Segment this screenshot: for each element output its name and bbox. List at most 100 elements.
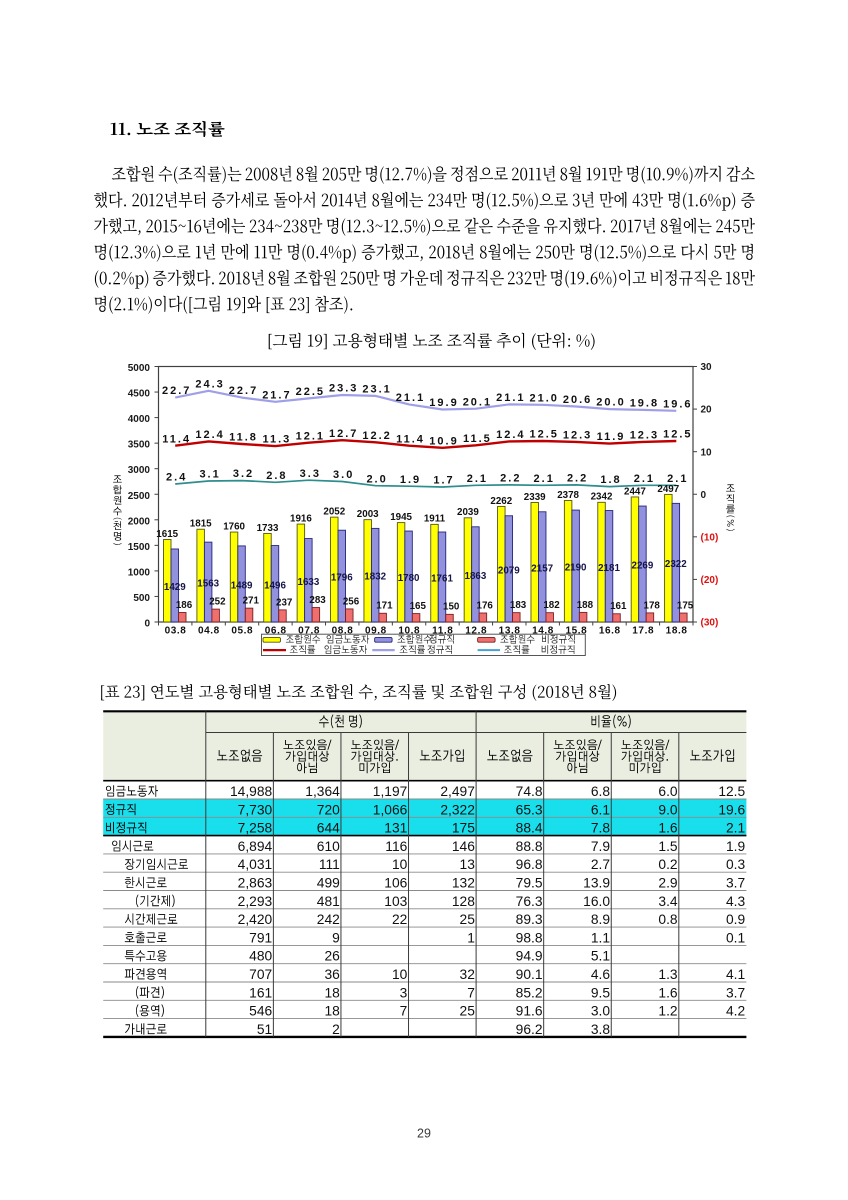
svg-text:9.5: 9.5 [591, 985, 611, 1000]
svg-text:256: 256 [343, 596, 360, 607]
svg-text:10: 10 [701, 447, 713, 458]
svg-text:1.5: 1.5 [658, 839, 678, 854]
svg-text:18: 18 [324, 985, 340, 1000]
svg-text:2003: 2003 [357, 509, 379, 520]
svg-text:2052: 2052 [323, 507, 345, 518]
svg-text:65.3: 65.3 [516, 802, 543, 817]
svg-text:22: 22 [392, 912, 407, 927]
svg-text:(20): (20) [701, 575, 719, 586]
svg-text:0.8: 0.8 [658, 912, 678, 927]
svg-text:499: 499 [317, 876, 340, 891]
svg-text:2262: 2262 [490, 496, 512, 507]
svg-text:720: 720 [317, 802, 340, 817]
svg-text:3.2: 3.2 [233, 468, 254, 480]
svg-text:2.1: 2.1 [726, 821, 745, 836]
svg-text:2447: 2447 [624, 486, 646, 497]
svg-text:161: 161 [610, 601, 627, 612]
svg-text:5000: 5000 [128, 363, 151, 374]
svg-text:2378: 2378 [557, 490, 579, 501]
svg-text:30: 30 [701, 362, 713, 373]
svg-text:2.9: 2.9 [658, 876, 678, 891]
svg-text:12.5: 12.5 [663, 429, 692, 441]
svg-text:2497: 2497 [657, 484, 679, 495]
svg-text:88.8: 88.8 [516, 839, 543, 854]
svg-text:14.8: 14.8 [532, 626, 554, 637]
svg-text:7.9: 7.9 [591, 839, 611, 854]
svg-text:2269: 2269 [632, 561, 654, 572]
svg-text:1916: 1916 [290, 514, 312, 525]
svg-text:2.2: 2.2 [500, 473, 521, 485]
svg-text:21.1: 21.1 [396, 392, 425, 404]
svg-text:0.3: 0.3 [726, 857, 746, 872]
svg-text:12.5: 12.5 [718, 784, 745, 799]
svg-text:11.5: 11.5 [463, 433, 492, 445]
svg-text:13.9: 13.9 [583, 876, 610, 891]
svg-text:2079: 2079 [498, 565, 520, 576]
svg-text:2.2: 2.2 [567, 473, 588, 485]
svg-text:2: 2 [332, 1022, 340, 1037]
svg-text:2.0: 2.0 [366, 473, 387, 485]
svg-text:1500: 1500 [128, 542, 151, 553]
svg-text:1832: 1832 [364, 572, 386, 583]
svg-text:2.1: 2.1 [634, 473, 655, 485]
svg-text:4,031: 4,031 [238, 857, 273, 872]
svg-text:1760: 1760 [223, 522, 245, 533]
svg-text:09.8: 09.8 [365, 626, 387, 637]
svg-text:610: 610 [317, 839, 340, 854]
svg-text:1633: 1633 [298, 577, 320, 588]
svg-text:11.3: 11.3 [262, 434, 291, 446]
svg-text:22.5: 22.5 [296, 386, 325, 398]
svg-text:2181: 2181 [598, 563, 620, 574]
svg-text:0.9: 0.9 [726, 912, 746, 927]
svg-text:150: 150 [443, 602, 460, 613]
svg-text:175: 175 [452, 821, 475, 836]
svg-text:51: 51 [257, 1022, 272, 1037]
svg-text:106: 106 [384, 876, 407, 891]
svg-text:161: 161 [249, 985, 272, 1000]
svg-text:0: 0 [144, 619, 150, 630]
svg-text:4.2: 4.2 [726, 1004, 745, 1019]
svg-text:5.1: 5.1 [591, 949, 610, 964]
svg-text:791: 791 [249, 930, 272, 945]
svg-text:11.8: 11.8 [229, 432, 258, 444]
svg-text:1615: 1615 [156, 529, 178, 540]
svg-text:131: 131 [384, 821, 407, 836]
svg-text:04.8: 04.8 [198, 626, 220, 637]
svg-text:11.4: 11.4 [396, 433, 425, 445]
svg-text:3.7: 3.7 [726, 985, 745, 1000]
svg-text:16.0: 16.0 [583, 894, 610, 909]
svg-text:90.1: 90.1 [516, 967, 543, 982]
svg-text:1489: 1489 [231, 581, 253, 592]
svg-text:29: 29 [417, 1127, 431, 1141]
svg-text:25: 25 [460, 912, 476, 927]
svg-text:3.7: 3.7 [726, 876, 745, 891]
svg-text:2,293: 2,293 [238, 894, 273, 909]
svg-text:8.9: 8.9 [591, 912, 611, 927]
svg-text:79.5: 79.5 [516, 876, 543, 891]
svg-text:3.0: 3.0 [333, 469, 354, 481]
svg-text:9: 9 [332, 930, 340, 945]
svg-text:20: 20 [701, 405, 713, 416]
svg-text:20.0: 20.0 [596, 397, 625, 409]
svg-text:1945: 1945 [390, 512, 412, 523]
svg-text:171: 171 [376, 601, 393, 612]
svg-text:2,322: 2,322 [440, 802, 475, 817]
svg-text:12.3: 12.3 [630, 430, 659, 442]
svg-text:12.4: 12.4 [195, 429, 224, 441]
svg-text:1815: 1815 [190, 519, 212, 530]
svg-text:2190: 2190 [565, 563, 587, 574]
svg-text:2.1: 2.1 [667, 473, 688, 485]
svg-text:1.8: 1.8 [600, 474, 621, 486]
svg-text:186: 186 [176, 600, 193, 611]
svg-text:03.8: 03.8 [165, 626, 187, 637]
svg-text:2,420: 2,420 [238, 912, 273, 927]
svg-text:91.6: 91.6 [516, 1004, 543, 1019]
svg-text:237: 237 [276, 597, 293, 608]
svg-text:6.0: 6.0 [658, 784, 678, 799]
svg-text:(10): (10) [701, 532, 719, 543]
svg-text:2157: 2157 [531, 563, 553, 574]
svg-text:7,258: 7,258 [238, 821, 273, 836]
svg-text:85.2: 85.2 [516, 985, 543, 1000]
svg-text:128: 128 [452, 894, 475, 909]
svg-text:7,730: 7,730 [238, 802, 273, 817]
